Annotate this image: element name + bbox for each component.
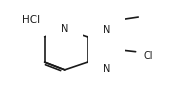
- Text: HCl: HCl: [22, 15, 40, 25]
- Text: N: N: [103, 25, 110, 35]
- Text: N: N: [103, 64, 110, 74]
- Text: N: N: [61, 24, 68, 34]
- Text: Cl: Cl: [144, 51, 153, 60]
